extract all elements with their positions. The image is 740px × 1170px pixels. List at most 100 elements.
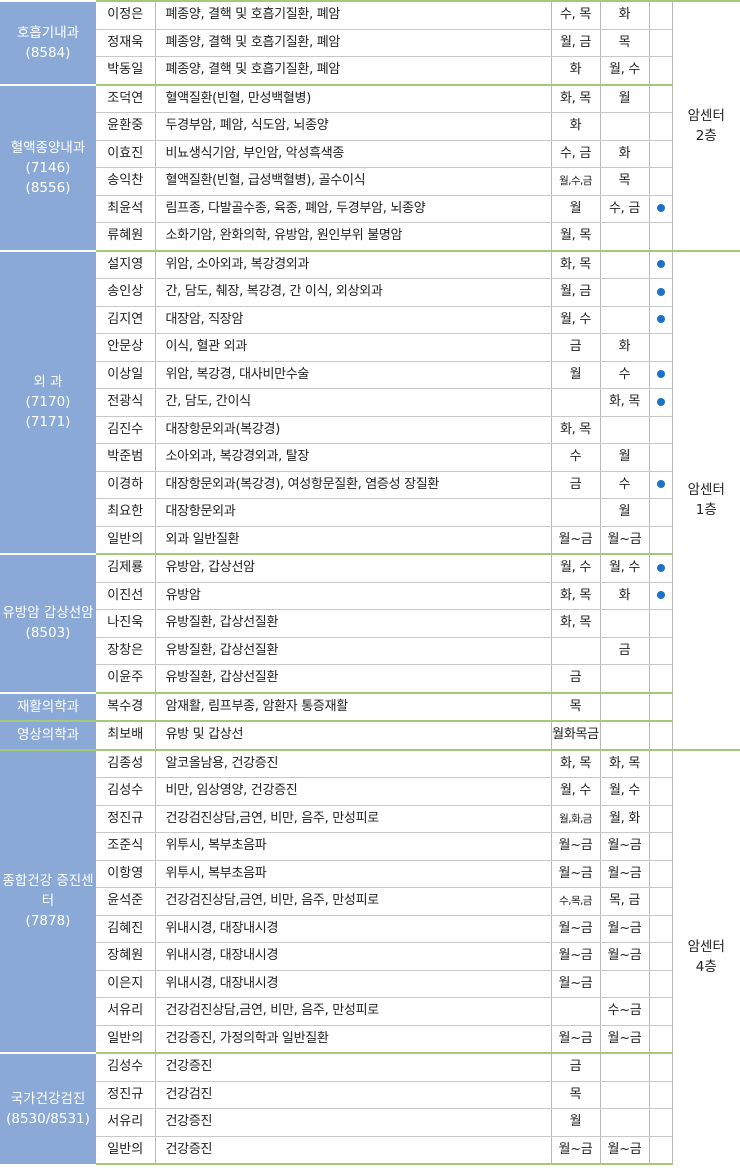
morning-days: 월 xyxy=(551,195,601,223)
marker-cell xyxy=(649,637,673,665)
department-cell: 호흡기내과 (8584) xyxy=(0,0,96,85)
marker-cell xyxy=(649,970,673,998)
marker-cell xyxy=(649,140,673,168)
specialty: 유방암, 갑상선암 xyxy=(155,553,552,583)
afternoon-days: 월, 수 xyxy=(600,777,650,806)
morning-days: 화, 목 xyxy=(551,609,601,638)
department-phone: (8556) xyxy=(25,179,71,196)
afternoon-days: 화 xyxy=(600,140,650,168)
afternoon-days: 화, 목 xyxy=(600,388,650,417)
specialty: 소화기암, 완화의학, 유방암, 원인부위 불명암 xyxy=(155,222,552,252)
afternoon-days: 월~금 xyxy=(600,1136,650,1165)
specialty: 폐종양, 결핵 및 호흡기질환, 폐암 xyxy=(155,29,552,57)
doctor-name: 일반의 xyxy=(96,1025,156,1054)
morning-days: 월,수,금 xyxy=(551,167,601,196)
afternoon-days: 화 xyxy=(600,582,650,610)
morning-days xyxy=(551,637,601,665)
marker-cell xyxy=(649,691,673,722)
table-row: 이은지 위내시경, 대장내시경 월~금 xyxy=(0,970,740,998)
morning-days: 목 xyxy=(551,1081,601,1109)
department-phone: (7146) xyxy=(25,159,71,176)
department-cell: 외 과 (7170) (7171) xyxy=(0,249,96,554)
doctor-name: 조준식 xyxy=(96,832,156,861)
doctor-name: 이항영 xyxy=(96,860,156,888)
doctor-name: 김진수 xyxy=(96,416,156,444)
department-name: 호흡기내과 xyxy=(16,24,80,41)
afternoon-days: 월, 수 xyxy=(600,56,650,86)
bullet-icon xyxy=(656,287,665,296)
department-phone: (8530/8531) xyxy=(6,1111,90,1127)
morning-days: 수, 목 xyxy=(551,0,601,30)
specialty: 폐종양, 결핵 및 호흡기질환, 폐암 xyxy=(155,0,552,30)
afternoon-days: 수~금 xyxy=(600,997,650,1026)
morning-days: 월, 목 xyxy=(551,222,601,252)
doctor-name: 장창은 xyxy=(96,637,156,665)
specialty: 위내시경, 대장내시경 xyxy=(155,915,552,943)
specialty: 위암, 복강경, 대사비만수술 xyxy=(155,361,552,389)
marker-cell xyxy=(649,942,673,971)
specialty: 외과 일반질환 xyxy=(155,526,552,555)
afternoon-days: 월 xyxy=(600,443,650,472)
table-row: 안문상 이식, 혈관 외과 금 화 xyxy=(0,333,740,362)
specialty: 유방질환, 갑상선질환 xyxy=(155,609,552,638)
afternoon-days xyxy=(600,112,650,141)
specialty: 암재활, 림프부종, 암환자 통증재활 xyxy=(155,691,552,722)
afternoon-days xyxy=(600,278,650,307)
marker-cell xyxy=(649,609,673,638)
doctor-name: 정진규 xyxy=(96,805,156,833)
department-name: 유방암 갑상선암 xyxy=(2,605,94,622)
specialty: 대장항문외과(복강경) xyxy=(155,416,552,444)
afternoon-days: 월, 수 xyxy=(600,553,650,583)
table-row: 김성수 비만, 임상영양, 건강증진 월, 수 월, 수 xyxy=(0,777,740,806)
doctor-name: 이윤주 xyxy=(96,664,156,694)
marker-cell xyxy=(649,526,673,555)
morning-days: 수 xyxy=(551,443,601,472)
doctor-name: 윤환중 xyxy=(96,112,156,141)
specialty: 건강증진 xyxy=(155,1052,552,1082)
marker-cell xyxy=(649,0,673,30)
specialty: 건강검진상담,금연, 비만, 음주, 만성피로 xyxy=(155,805,552,833)
department-phone: (8503) xyxy=(25,625,71,642)
morning-days xyxy=(551,997,601,1026)
doctor-name: 설지영 xyxy=(96,249,156,279)
specialty: 알코올남용, 건강증진 xyxy=(155,748,552,778)
morning-days: 금 xyxy=(551,1052,601,1082)
marker-cell xyxy=(649,388,673,417)
specialty: 위투시, 복부초음파 xyxy=(155,832,552,861)
department-cell: 혈액종양내과 (7146) (8556) xyxy=(0,83,96,251)
marker-cell xyxy=(649,83,673,113)
afternoon-days: 화 xyxy=(600,333,650,362)
marker-cell xyxy=(649,887,673,916)
table-row: 일반의 외과 일반질환 월~금 월~금 xyxy=(0,526,740,555)
location-cell: 암센터 1층 xyxy=(672,249,740,750)
doctor-name: 전광식 xyxy=(96,388,156,417)
afternoon-days: 수 xyxy=(600,471,650,499)
table-row: 장창은 유방질환, 갑상선질환 금 xyxy=(0,637,740,665)
morning-days: 월 xyxy=(551,1108,601,1137)
doctor-name: 이경하 xyxy=(96,471,156,499)
table-row: 정진규 건강검진상담,금연, 비만, 음주, 만성피로 월,화,금 월, 화 xyxy=(0,805,740,833)
bullet-icon xyxy=(656,204,665,213)
table-row: 국가건강검진 (8530/8531) 김성수 건강증진 금 xyxy=(0,1052,740,1164)
afternoon-days: 월~금 xyxy=(600,942,650,971)
location-label: 1층 xyxy=(695,502,717,518)
table-row: 이항영 위투시, 복부초음파 월~금 월~금 xyxy=(0,860,740,888)
table-row: 장혜원 위내시경, 대장내시경 월~금 월~금 xyxy=(0,942,740,971)
table-row: 재활의학과 복수경 암재활, 림프부종, 암환자 통증재활 목 xyxy=(0,691,740,722)
marker-cell xyxy=(649,249,673,279)
department-cell: 종합건강 증진센터 (7878) xyxy=(0,748,96,1053)
doctor-name: 이은지 xyxy=(96,970,156,998)
specialty: 혈액질환(빈혈, 급성백혈병), 골수이식 xyxy=(155,167,552,196)
marker-cell xyxy=(649,1052,673,1082)
table-row: 김지연 대장암, 직장암 월, 수 xyxy=(0,306,740,334)
marker-cell xyxy=(649,553,673,583)
specialty: 위내시경, 대장내시경 xyxy=(155,942,552,971)
table-row: 윤석준 건강검진상담,금연, 비만, 음주, 만성피로 수,목,금 목, 금 xyxy=(0,887,740,916)
doctor-name: 김성수 xyxy=(96,1052,156,1082)
doctor-name: 조덕연 xyxy=(96,83,156,113)
afternoon-days xyxy=(600,691,650,722)
doctor-name: 김지연 xyxy=(96,306,156,334)
table-row: 이상일 위암, 복강경, 대사비만수술 월 수 xyxy=(0,361,740,389)
marker-cell xyxy=(649,167,673,196)
